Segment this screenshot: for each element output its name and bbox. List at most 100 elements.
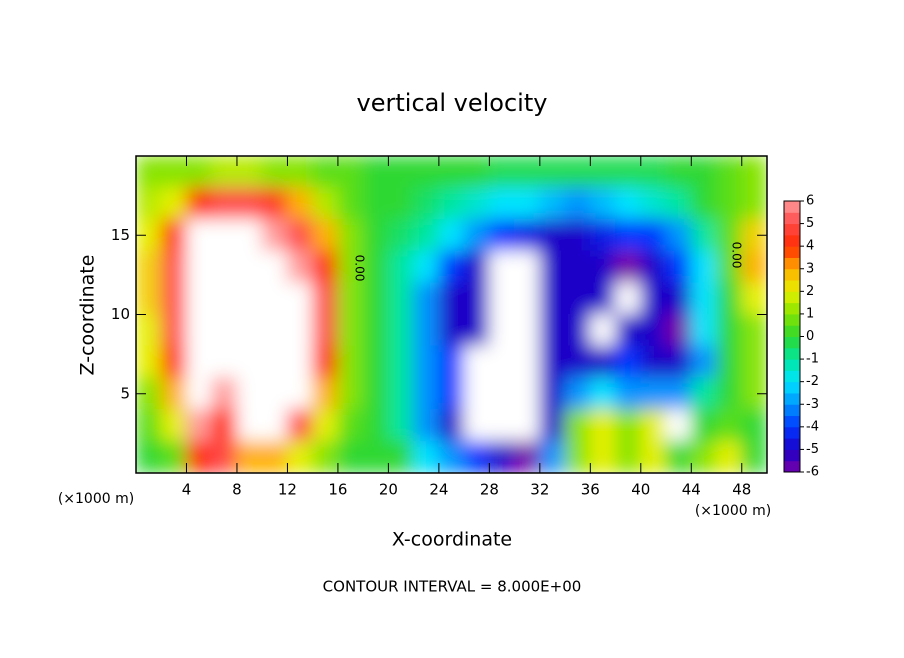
cell <box>463 250 490 284</box>
cell <box>463 187 490 220</box>
cell <box>514 377 541 411</box>
colorbar-band <box>784 246 800 258</box>
cell <box>514 187 541 220</box>
cell <box>337 409 364 442</box>
colorbar-band <box>784 392 800 405</box>
cell <box>337 345 364 379</box>
cell <box>413 440 440 473</box>
cell <box>438 187 465 220</box>
cell <box>463 282 490 315</box>
cell <box>286 314 314 347</box>
cell <box>312 345 339 379</box>
cell <box>236 409 263 442</box>
colorbar-band <box>784 438 800 450</box>
cell <box>716 156 743 189</box>
cell <box>160 345 187 379</box>
cell <box>236 156 263 189</box>
cell <box>640 218 667 252</box>
cell <box>463 218 490 252</box>
colorbar-band <box>784 347 800 360</box>
cell <box>514 345 541 379</box>
cell <box>136 282 162 315</box>
cell <box>716 440 743 473</box>
cell <box>716 282 743 315</box>
cell <box>716 314 743 347</box>
cell <box>136 156 162 189</box>
colorbar-band <box>784 426 800 439</box>
cell <box>337 314 364 347</box>
cell <box>185 377 213 411</box>
cell <box>261 440 288 473</box>
cell <box>387 187 415 220</box>
cell <box>514 250 541 284</box>
cell <box>716 218 743 252</box>
cell <box>589 377 617 411</box>
cell <box>211 250 238 284</box>
cell <box>337 218 364 252</box>
cell <box>665 377 692 411</box>
cell <box>387 377 415 411</box>
y-axis-label: Z-coordinate <box>77 255 99 376</box>
cell <box>438 314 465 347</box>
cell <box>690 314 718 347</box>
cell <box>716 345 743 379</box>
cell <box>640 345 667 379</box>
cell <box>690 282 718 315</box>
cell <box>236 345 263 379</box>
cell <box>286 377 314 411</box>
y-tick-label: 5 <box>120 384 130 402</box>
cell <box>185 250 213 284</box>
cell <box>438 409 465 442</box>
cell <box>539 187 566 220</box>
cell <box>362 218 389 252</box>
cell <box>337 187 364 220</box>
cell <box>236 314 263 347</box>
cell <box>640 187 667 220</box>
cell <box>211 377 238 411</box>
cell <box>665 409 692 442</box>
x-tick-label: 16 <box>328 481 347 499</box>
cell <box>690 377 718 411</box>
cell <box>413 377 440 411</box>
colorbar-tick-label: -6 <box>806 465 819 480</box>
cell <box>337 377 364 411</box>
x-tick-label: 8 <box>232 481 242 499</box>
colorbar-band <box>784 404 800 417</box>
cell <box>615 440 642 473</box>
cell <box>387 314 415 347</box>
cell <box>160 250 187 284</box>
cell <box>564 314 591 347</box>
cell <box>589 345 617 379</box>
cell <box>615 314 642 347</box>
y-unit-label: (×1000 m) <box>58 491 134 507</box>
cell <box>488 314 516 347</box>
cell <box>615 345 642 379</box>
cell <box>337 282 364 315</box>
x-tick-label: 28 <box>480 481 499 499</box>
colorbar-band <box>784 302 800 315</box>
cell <box>665 314 692 347</box>
colorbar-tick-label: -4 <box>806 419 819 434</box>
cell <box>387 409 415 442</box>
cell <box>236 250 263 284</box>
x-tick-label: 20 <box>379 481 398 499</box>
cell <box>741 250 767 284</box>
cell <box>236 440 263 473</box>
cell <box>615 409 642 442</box>
cell <box>716 409 743 442</box>
cell <box>564 377 591 411</box>
cell <box>185 314 213 347</box>
cell <box>438 156 465 189</box>
colorbar-band <box>784 325 800 337</box>
cell <box>312 377 339 411</box>
cell <box>564 218 591 252</box>
cell <box>211 218 238 252</box>
cell <box>690 250 718 284</box>
cell <box>185 156 213 189</box>
colorbar-band <box>784 449 800 462</box>
cell <box>362 282 389 315</box>
cell <box>564 440 591 473</box>
cell <box>741 156 767 189</box>
colorbar-tick-label: 1 <box>806 306 814 321</box>
cell <box>337 156 364 189</box>
